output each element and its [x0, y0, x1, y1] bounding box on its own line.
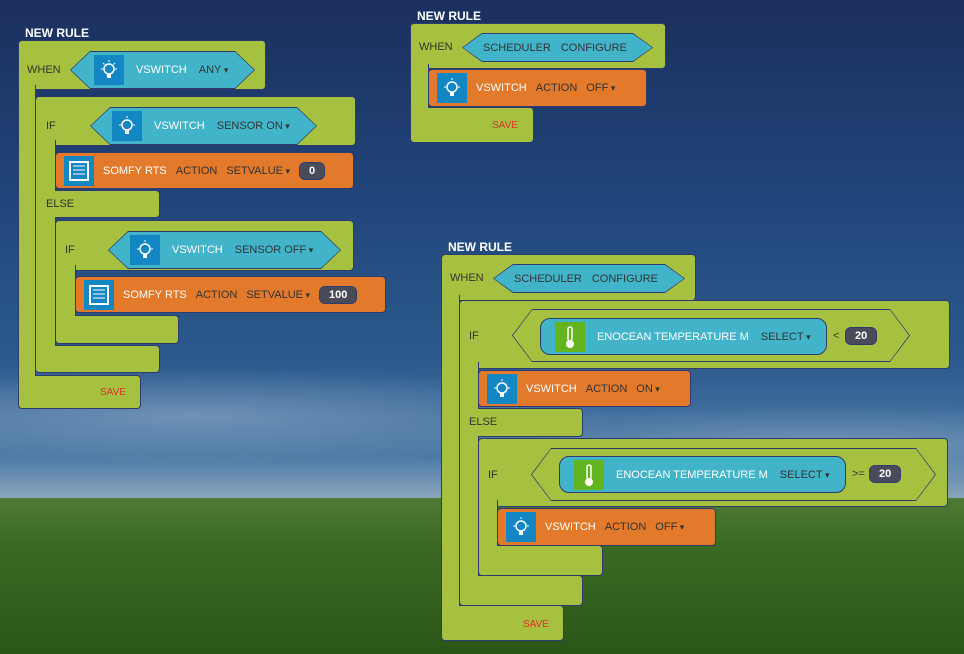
- device-name: SOMFY RTS: [123, 288, 187, 301]
- if-end: [35, 345, 160, 373]
- rule-title: NEW RULE: [448, 240, 512, 254]
- event-dropdown[interactable]: ANY: [199, 64, 229, 76]
- device-name: SCHEDULER: [514, 272, 582, 285]
- event-name[interactable]: CONFIGURE: [560, 41, 627, 54]
- else-row: [459, 408, 583, 437]
- if-label: IF: [488, 469, 498, 481]
- device-name: VSWITCH: [476, 82, 527, 94]
- trigger-block[interactable]: VSWITCH ANY: [70, 51, 255, 89]
- action-label: ACTION: [195, 288, 238, 301]
- blind-icon: [84, 279, 114, 310]
- if-end-2: [55, 315, 179, 344]
- if-label: IF: [469, 330, 479, 342]
- command-dropdown[interactable]: ON: [636, 383, 660, 395]
- device-name: SOMFY RTS: [103, 164, 167, 177]
- lightbulb-icon: [506, 512, 536, 542]
- device-name: ENOCEAN TEMPERATURE M: [616, 468, 768, 481]
- lightbulb-icon: [487, 373, 517, 404]
- if-label: IF: [46, 120, 56, 132]
- device-name: VSWITCH: [154, 120, 205, 132]
- lightbulb-icon: [112, 111, 142, 141]
- field-dropdown[interactable]: SELECT: [780, 469, 830, 481]
- thermometer-icon: [555, 321, 585, 352]
- value-input[interactable]: 20: [869, 465, 902, 483]
- thermometer-icon: [574, 459, 604, 490]
- else-row: [35, 190, 160, 218]
- action-block[interactable]: SOMFY RTS ACTION SETVALUE 100: [75, 276, 386, 313]
- action-block[interactable]: VSWITCH ACTION ON: [478, 370, 691, 407]
- save-block: [18, 375, 141, 409]
- device-name: ENOCEAN TEMPERATURE M: [597, 330, 749, 343]
- save-button[interactable]: SAVE: [492, 120, 518, 131]
- operator[interactable]: >=: [852, 468, 865, 480]
- if-label: IF: [65, 244, 75, 256]
- save-block: [410, 107, 534, 143]
- blind-icon: [64, 155, 94, 186]
- state-dropdown[interactable]: SENSOR ON: [217, 120, 290, 132]
- device-name: VSWITCH: [136, 64, 187, 76]
- rule-title: NEW RULE: [417, 9, 481, 23]
- device-name: SCHEDULER: [483, 41, 551, 54]
- action-label: ACTION: [175, 164, 218, 177]
- state-dropdown[interactable]: SENSOR OFF: [235, 244, 314, 256]
- operator[interactable]: <: [833, 330, 840, 342]
- event-name[interactable]: CONFIGURE: [591, 272, 658, 285]
- rule-title: NEW RULE: [25, 26, 89, 40]
- lightbulb-icon: [130, 235, 160, 265]
- value-input[interactable]: 20: [845, 327, 878, 345]
- command-dropdown[interactable]: SETVALUE: [226, 165, 290, 177]
- sensor-block[interactable]: ENOCEAN TEMPERATURE M SELECT: [540, 318, 827, 355]
- when-label: WHEN: [450, 272, 484, 284]
- save-button[interactable]: SAVE: [523, 619, 549, 630]
- command-dropdown[interactable]: SETVALUE: [246, 289, 310, 301]
- device-name: VSWITCH: [172, 244, 223, 256]
- save-button[interactable]: SAVE: [100, 387, 126, 398]
- trigger-block[interactable]: SCHEDULER CONFIGURE: [493, 264, 685, 293]
- device-name: VSWITCH: [545, 521, 596, 533]
- action-label: ACTION: [535, 82, 578, 94]
- field-dropdown[interactable]: SELECT: [761, 331, 811, 343]
- action-block[interactable]: VSWITCH ACTION OFF: [428, 69, 647, 107]
- trigger-block[interactable]: SCHEDULER CONFIGURE: [462, 33, 653, 62]
- condition-block[interactable]: VSWITCH SENSOR ON: [90, 107, 317, 145]
- device-name: VSWITCH: [526, 382, 577, 395]
- condition-block[interactable]: VSWITCH SENSOR OFF: [108, 231, 341, 269]
- sensor-block[interactable]: ENOCEAN TEMPERATURE M SELECT: [559, 456, 846, 493]
- when-label: WHEN: [27, 64, 61, 76]
- when-label: WHEN: [419, 41, 453, 53]
- else-label: ELSE: [469, 416, 498, 428]
- value-input[interactable]: 100: [319, 285, 358, 304]
- lightbulb-icon: [94, 55, 124, 85]
- lightbulb-icon: [437, 73, 467, 103]
- action-label: ACTION: [604, 521, 647, 533]
- action-block[interactable]: VSWITCH ACTION OFF: [497, 508, 716, 546]
- command-dropdown[interactable]: OFF: [586, 82, 615, 94]
- action-label: ACTION: [585, 382, 628, 395]
- action-block[interactable]: SOMFY RTS ACTION SETVALUE 0: [55, 152, 354, 189]
- else-label: ELSE: [46, 198, 75, 210]
- value-input[interactable]: 0: [299, 161, 326, 180]
- command-dropdown[interactable]: OFF: [655, 521, 684, 533]
